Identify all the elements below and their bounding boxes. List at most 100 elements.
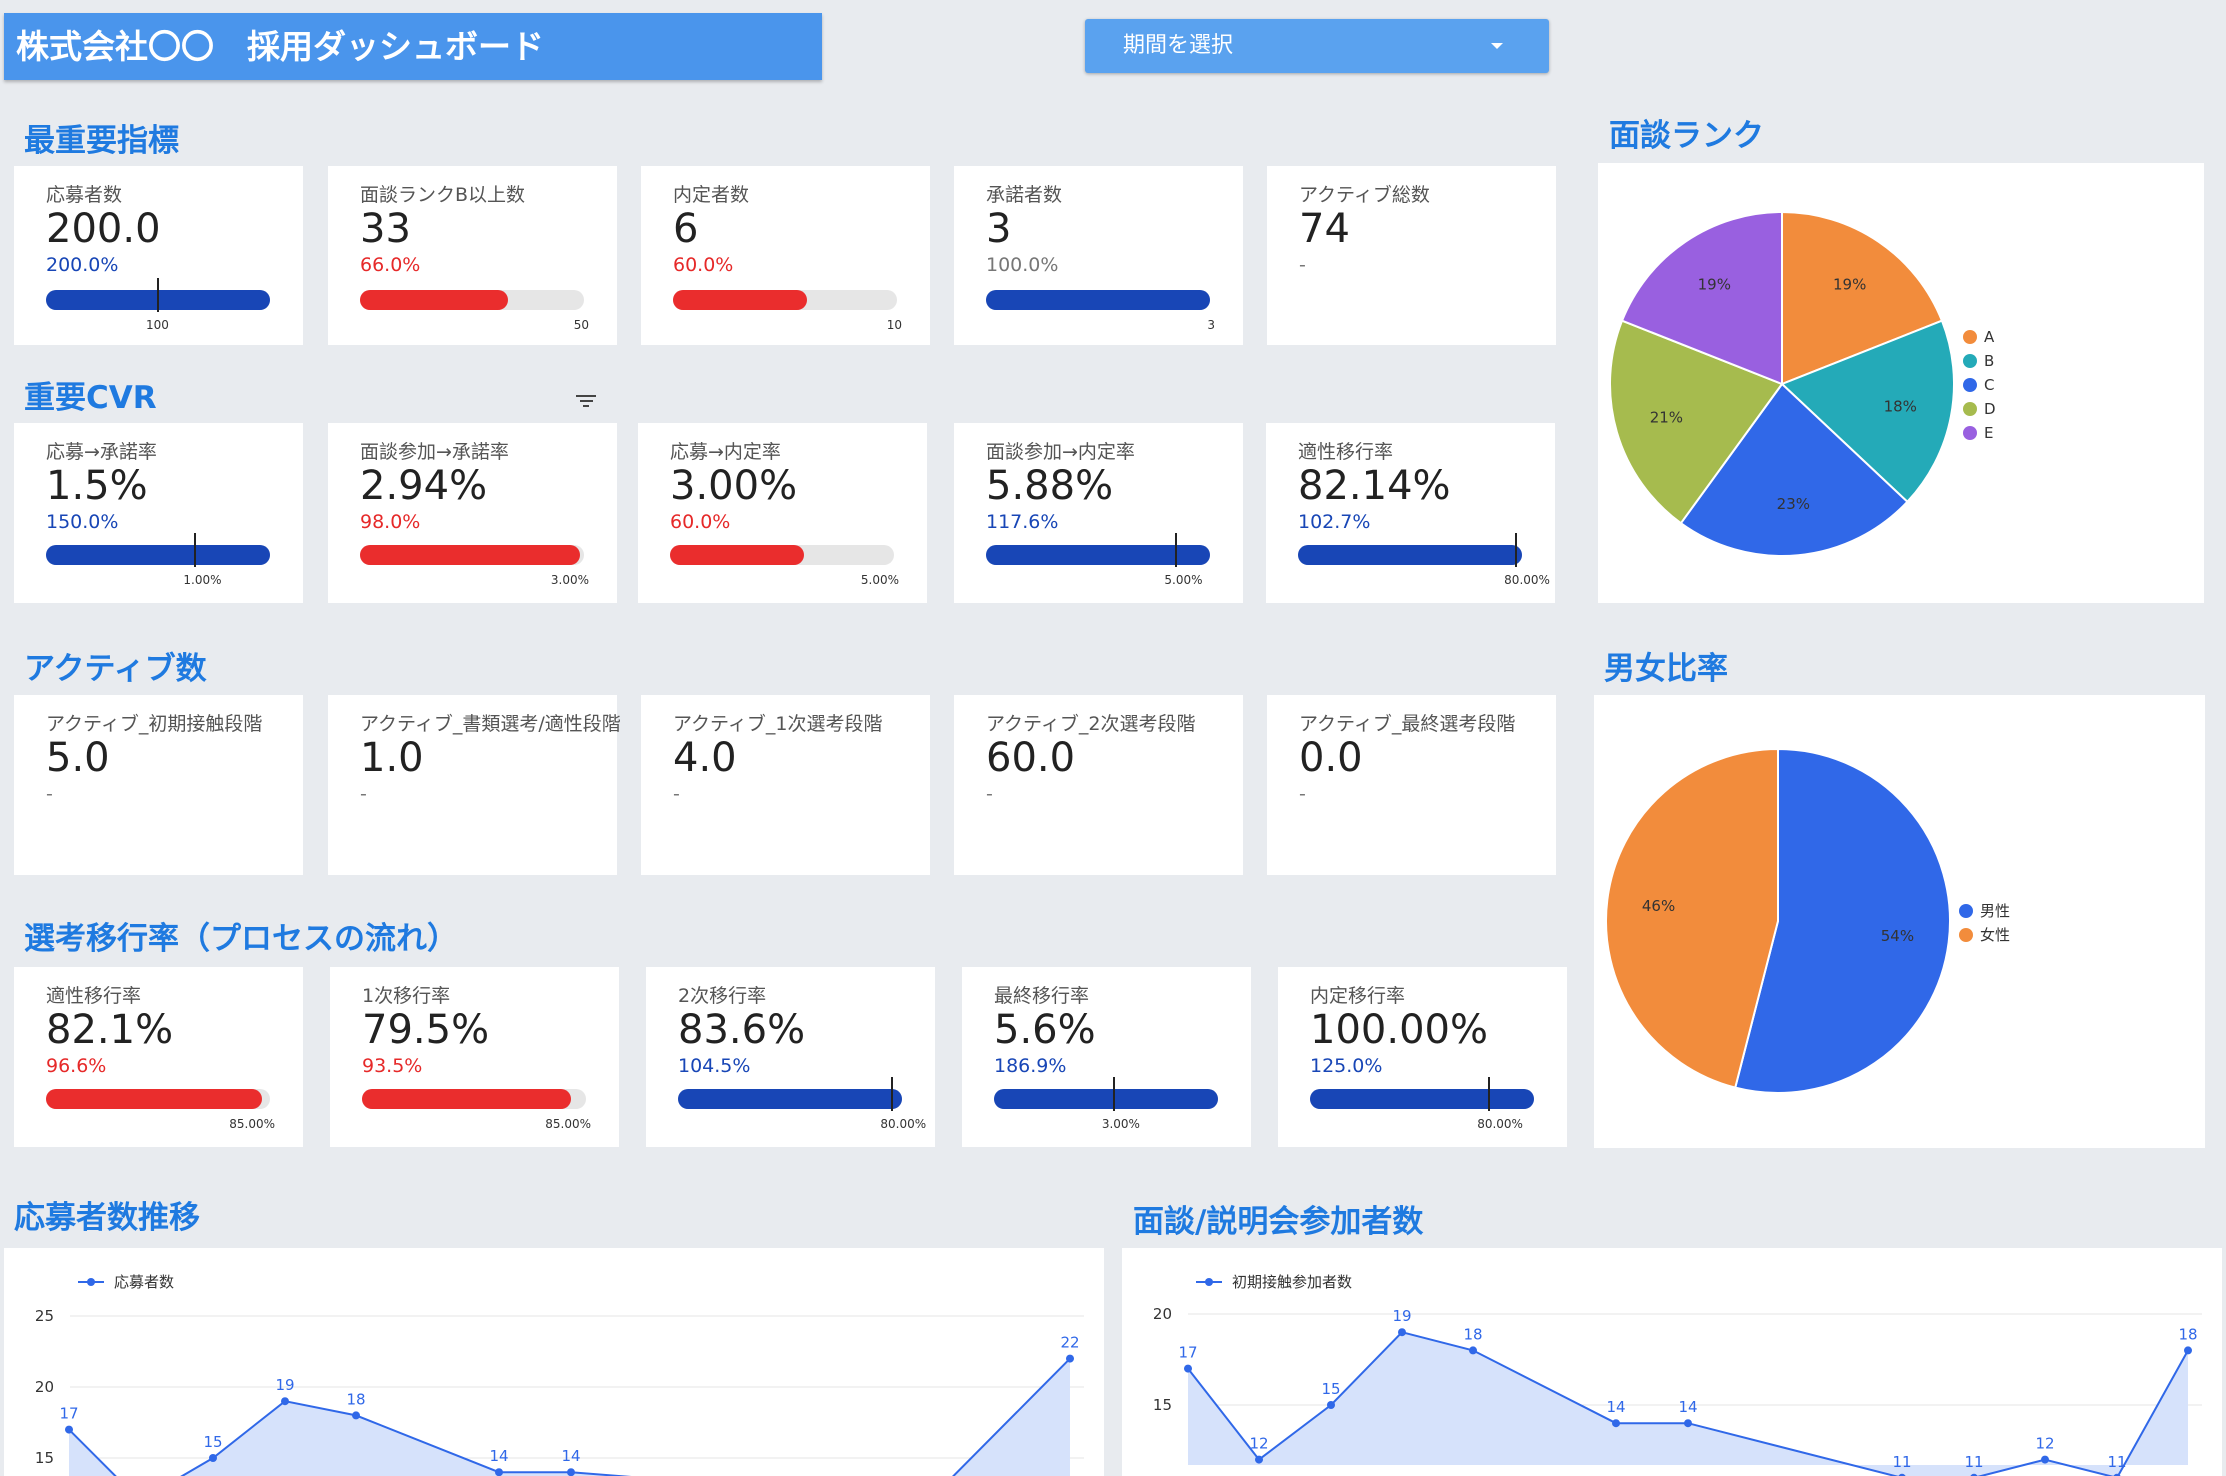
data-point[interactable] (2113, 1473, 2121, 1476)
area-fill (69, 1358, 1070, 1476)
data-point[interactable] (65, 1425, 73, 1434)
legend-swatch (1963, 402, 1977, 416)
flow-card: 内定移行率 100.00% 125.0% 80.00% (1278, 967, 1567, 1147)
kpi-card: 応募者数 200.0 200.0% 100 (14, 166, 303, 345)
metric-achievement-rate: 60.0% (670, 511, 731, 533)
data-point[interactable] (1398, 1328, 1406, 1337)
metric-value: 100.00% (1310, 1007, 1488, 1053)
pie-slice-E[interactable] (1620, 210, 1783, 386)
cvr-card: 応募→承諾率 1.5% 150.0% 1.00% (14, 423, 303, 603)
data-point[interactable] (1327, 1401, 1335, 1409)
progress-bar-fill (678, 1089, 902, 1109)
pie-slice-C[interactable] (1679, 382, 1909, 557)
metric-achievement-rate: 96.6% (46, 1055, 107, 1077)
pie-slice-label: 54% (1881, 927, 1914, 945)
section-title-interview-rank: 面談ランク (1609, 118, 1764, 154)
metric-label: 承諾者数 (986, 184, 1063, 206)
progress-bar-fill (670, 545, 805, 565)
legend-swatch (1959, 904, 1973, 918)
pie-slice-D[interactable] (1609, 319, 1784, 525)
legend-swatch (1963, 426, 1977, 440)
target-value: 80.00% (1477, 1117, 1523, 1131)
cvr-card: 面談参加→承諾率 2.94% 98.0% 3.00% (328, 423, 617, 603)
legend-swatch (1963, 330, 1977, 344)
filter-icon[interactable] (575, 392, 597, 412)
metric-value: 2.94% (360, 463, 488, 509)
progress-bar (670, 545, 894, 565)
progress-bar-fill (1298, 545, 1522, 565)
data-label: 17 (1178, 1344, 1197, 1362)
metric-label: アクティブ_書類選考/適性段階 (360, 713, 621, 735)
cvr-card: 応募→内定率 3.00% 60.0% 5.00% (638, 423, 927, 603)
metric-achievement-rate: 102.7% (1298, 511, 1371, 533)
metric-value: 4.0 (673, 735, 737, 781)
data-label: 11 (2107, 1453, 2126, 1471)
data-point[interactable] (495, 1468, 503, 1476)
legend-label: 初期接触参加者数 (1232, 1273, 1352, 1291)
section-title-cvr: 重要CVR (24, 380, 157, 416)
metric-achievement-rate: - (986, 783, 993, 805)
metric-label: アクティブ_2次選考段階 (986, 713, 1196, 735)
data-point[interactable] (1255, 1455, 1263, 1464)
metric-achievement-rate: 93.5% (362, 1055, 423, 1077)
pie-slice-A[interactable] (1781, 210, 1944, 386)
pie-slice-女性[interactable] (1605, 747, 1779, 1089)
progress-bar-fill (986, 545, 1210, 565)
legend-swatch (1963, 378, 1977, 392)
progress-bar (986, 533, 1210, 567)
applicants-trend-chart-card: 応募者数252015171215191814141222 (4, 1248, 1104, 1476)
interview-attend-chart: 初期接触参加者数 20 15 17 12 15 19 18 14 14 11 11 12 11 18 (1153, 1273, 2202, 1476)
data-point[interactable] (352, 1411, 360, 1420)
progress-bar-fill (46, 1089, 263, 1109)
section-title-flow: 選考移行率（プロセスの流れ） (24, 921, 458, 957)
data-label: 15 (203, 1433, 222, 1451)
data-point[interactable] (209, 1454, 217, 1462)
active-card: アクティブ_初期接触段階 5.0- (14, 695, 303, 875)
data-label: 14 (1678, 1398, 1697, 1416)
data-label: 18 (2178, 1325, 2197, 1343)
period-select-dropdown[interactable]: 期間を選択 (1085, 19, 1549, 73)
y-tick-label: 15 (1153, 1396, 1172, 1414)
progress-bar-fill (362, 1089, 572, 1109)
cvr-card: 面談参加→内定率 5.88% 117.6% 5.00% (954, 423, 1243, 603)
data-point[interactable] (1898, 1473, 1906, 1476)
flow-card: 適性移行率 82.1% 96.6% 85.00% (14, 967, 303, 1147)
section-title-kpi: 最重要指標 (24, 123, 179, 159)
data-point[interactable] (281, 1397, 289, 1406)
cvr-card: 適性移行率 82.14% 102.7% 80.00% (1266, 423, 1555, 603)
data-point[interactable] (1684, 1419, 1692, 1428)
progress-bar-fill (1310, 1089, 1534, 1109)
progress-bar-fill (994, 1089, 1218, 1109)
data-label: 19 (1392, 1307, 1411, 1325)
data-point[interactable] (1612, 1419, 1620, 1428)
caret-down-icon (1491, 43, 1503, 49)
flow-card: 最終移行率 5.6% 186.9% 3.00% (962, 967, 1251, 1147)
data-label: 14 (1606, 1398, 1625, 1416)
target-value: 5.00% (860, 573, 899, 587)
data-point[interactable] (1469, 1346, 1477, 1355)
metric-value: 5.6% (994, 1007, 1096, 1053)
target-value: 5.00% (1164, 573, 1203, 587)
data-point[interactable] (567, 1468, 575, 1476)
data-point[interactable] (2041, 1455, 2049, 1464)
metric-achievement-rate: 100.0% (986, 254, 1059, 276)
active-card: アクティブ_2次選考段階 60.0- (954, 695, 1243, 875)
pie-slice-label: 21% (1650, 409, 1683, 427)
data-point[interactable] (1184, 1364, 1192, 1373)
data-point[interactable] (1970, 1473, 1978, 1476)
progress-bar (678, 1077, 902, 1111)
metric-achievement-rate: 104.5% (678, 1055, 751, 1077)
data-point[interactable] (2184, 1346, 2192, 1355)
section-title-gender: 男女比率 (1604, 651, 1728, 687)
data-label: 19 (275, 1376, 294, 1394)
data-point[interactable] (1066, 1354, 1074, 1363)
metric-achievement-rate: 117.6% (986, 511, 1059, 533)
target-value: 10 (886, 318, 902, 332)
pie-slice-男性[interactable] (1734, 747, 1952, 1094)
legend-marker (87, 1278, 95, 1286)
data-label: 15 (1321, 1380, 1340, 1398)
metric-value: 6 (673, 206, 699, 252)
data-label: 22 (1060, 1334, 1079, 1352)
pie-slice-B[interactable] (1780, 319, 1955, 504)
section-title-active: アクティブ数 (24, 651, 207, 687)
